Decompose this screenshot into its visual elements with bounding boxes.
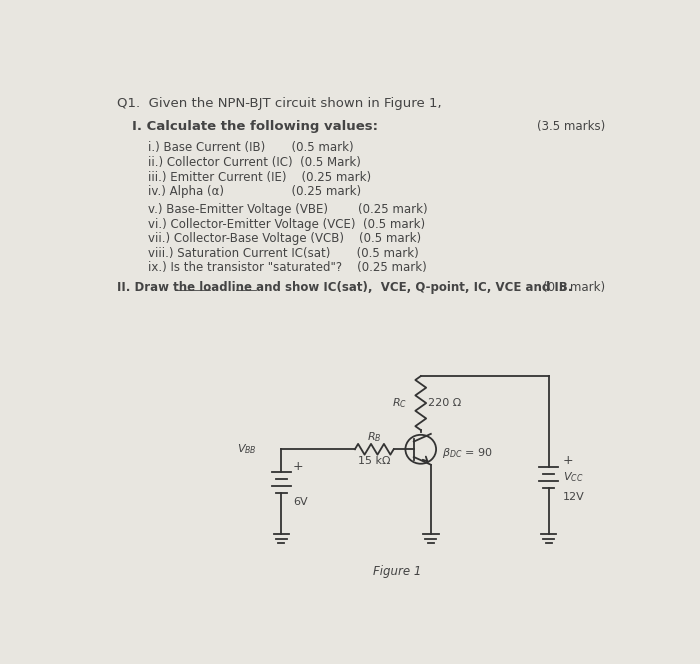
Text: iv.) Alpha (α)                  (0.25 mark): iv.) Alpha (α) (0.25 mark) xyxy=(148,185,361,198)
Text: 6V: 6V xyxy=(293,497,307,507)
Text: vii.) Collector-Base Voltage (VCB)    (0.5 mark): vii.) Collector-Base Voltage (VCB) (0.5 … xyxy=(148,232,421,245)
Text: $V_{CC}$: $V_{CC}$ xyxy=(563,471,583,484)
Text: (3.5 marks): (3.5 marks) xyxy=(537,120,606,133)
Text: Q1.  Given the NPN-BJT circuit shown in Figure 1,: Q1. Given the NPN-BJT circuit shown in F… xyxy=(117,97,442,110)
Text: i.) Base Current (IB)       (0.5 mark): i.) Base Current (IB) (0.5 mark) xyxy=(148,141,354,154)
Text: 12V: 12V xyxy=(563,491,584,501)
Text: (0.5 mark): (0.5 mark) xyxy=(543,282,606,294)
Text: 220 Ω: 220 Ω xyxy=(428,398,462,408)
Text: ii.) Collector Current (IC)  (0.5 Mark): ii.) Collector Current (IC) (0.5 Mark) xyxy=(148,156,360,169)
Text: ix.) Is the transistor "saturated"?    (0.25 mark): ix.) Is the transistor "saturated"? (0.2… xyxy=(148,262,427,274)
Text: $V_{BB}$: $V_{BB}$ xyxy=(237,442,256,456)
Text: II. Draw the loadline and show IC(sat),  VCE, Q-point, IC, VCE and IB.: II. Draw the loadline and show IC(sat), … xyxy=(117,282,573,294)
Text: v.) Base-Emitter Voltage (VBE)        (0.25 mark): v.) Base-Emitter Voltage (VBE) (0.25 mar… xyxy=(148,203,428,216)
Text: $R_C$: $R_C$ xyxy=(392,396,407,410)
Text: $R_B$: $R_B$ xyxy=(367,430,382,444)
Text: I. Calculate the following values:: I. Calculate the following values: xyxy=(132,120,379,133)
Text: $\beta_{DC}$ = 90: $\beta_{DC}$ = 90 xyxy=(442,446,493,460)
Text: iii.) Emitter Current (IE)    (0.25 mark): iii.) Emitter Current (IE) (0.25 mark) xyxy=(148,171,371,183)
Text: Figure 1: Figure 1 xyxy=(373,565,421,578)
Text: +: + xyxy=(293,459,304,473)
Text: vi.) Collector-Emitter Voltage (VCE)  (0.5 mark): vi.) Collector-Emitter Voltage (VCE) (0.… xyxy=(148,218,425,230)
Text: 15 kΩ: 15 kΩ xyxy=(358,456,391,466)
Text: +: + xyxy=(563,454,573,467)
Text: viii.) Saturation Current IC(sat)       (0.5 mark): viii.) Saturation Current IC(sat) (0.5 m… xyxy=(148,247,419,260)
